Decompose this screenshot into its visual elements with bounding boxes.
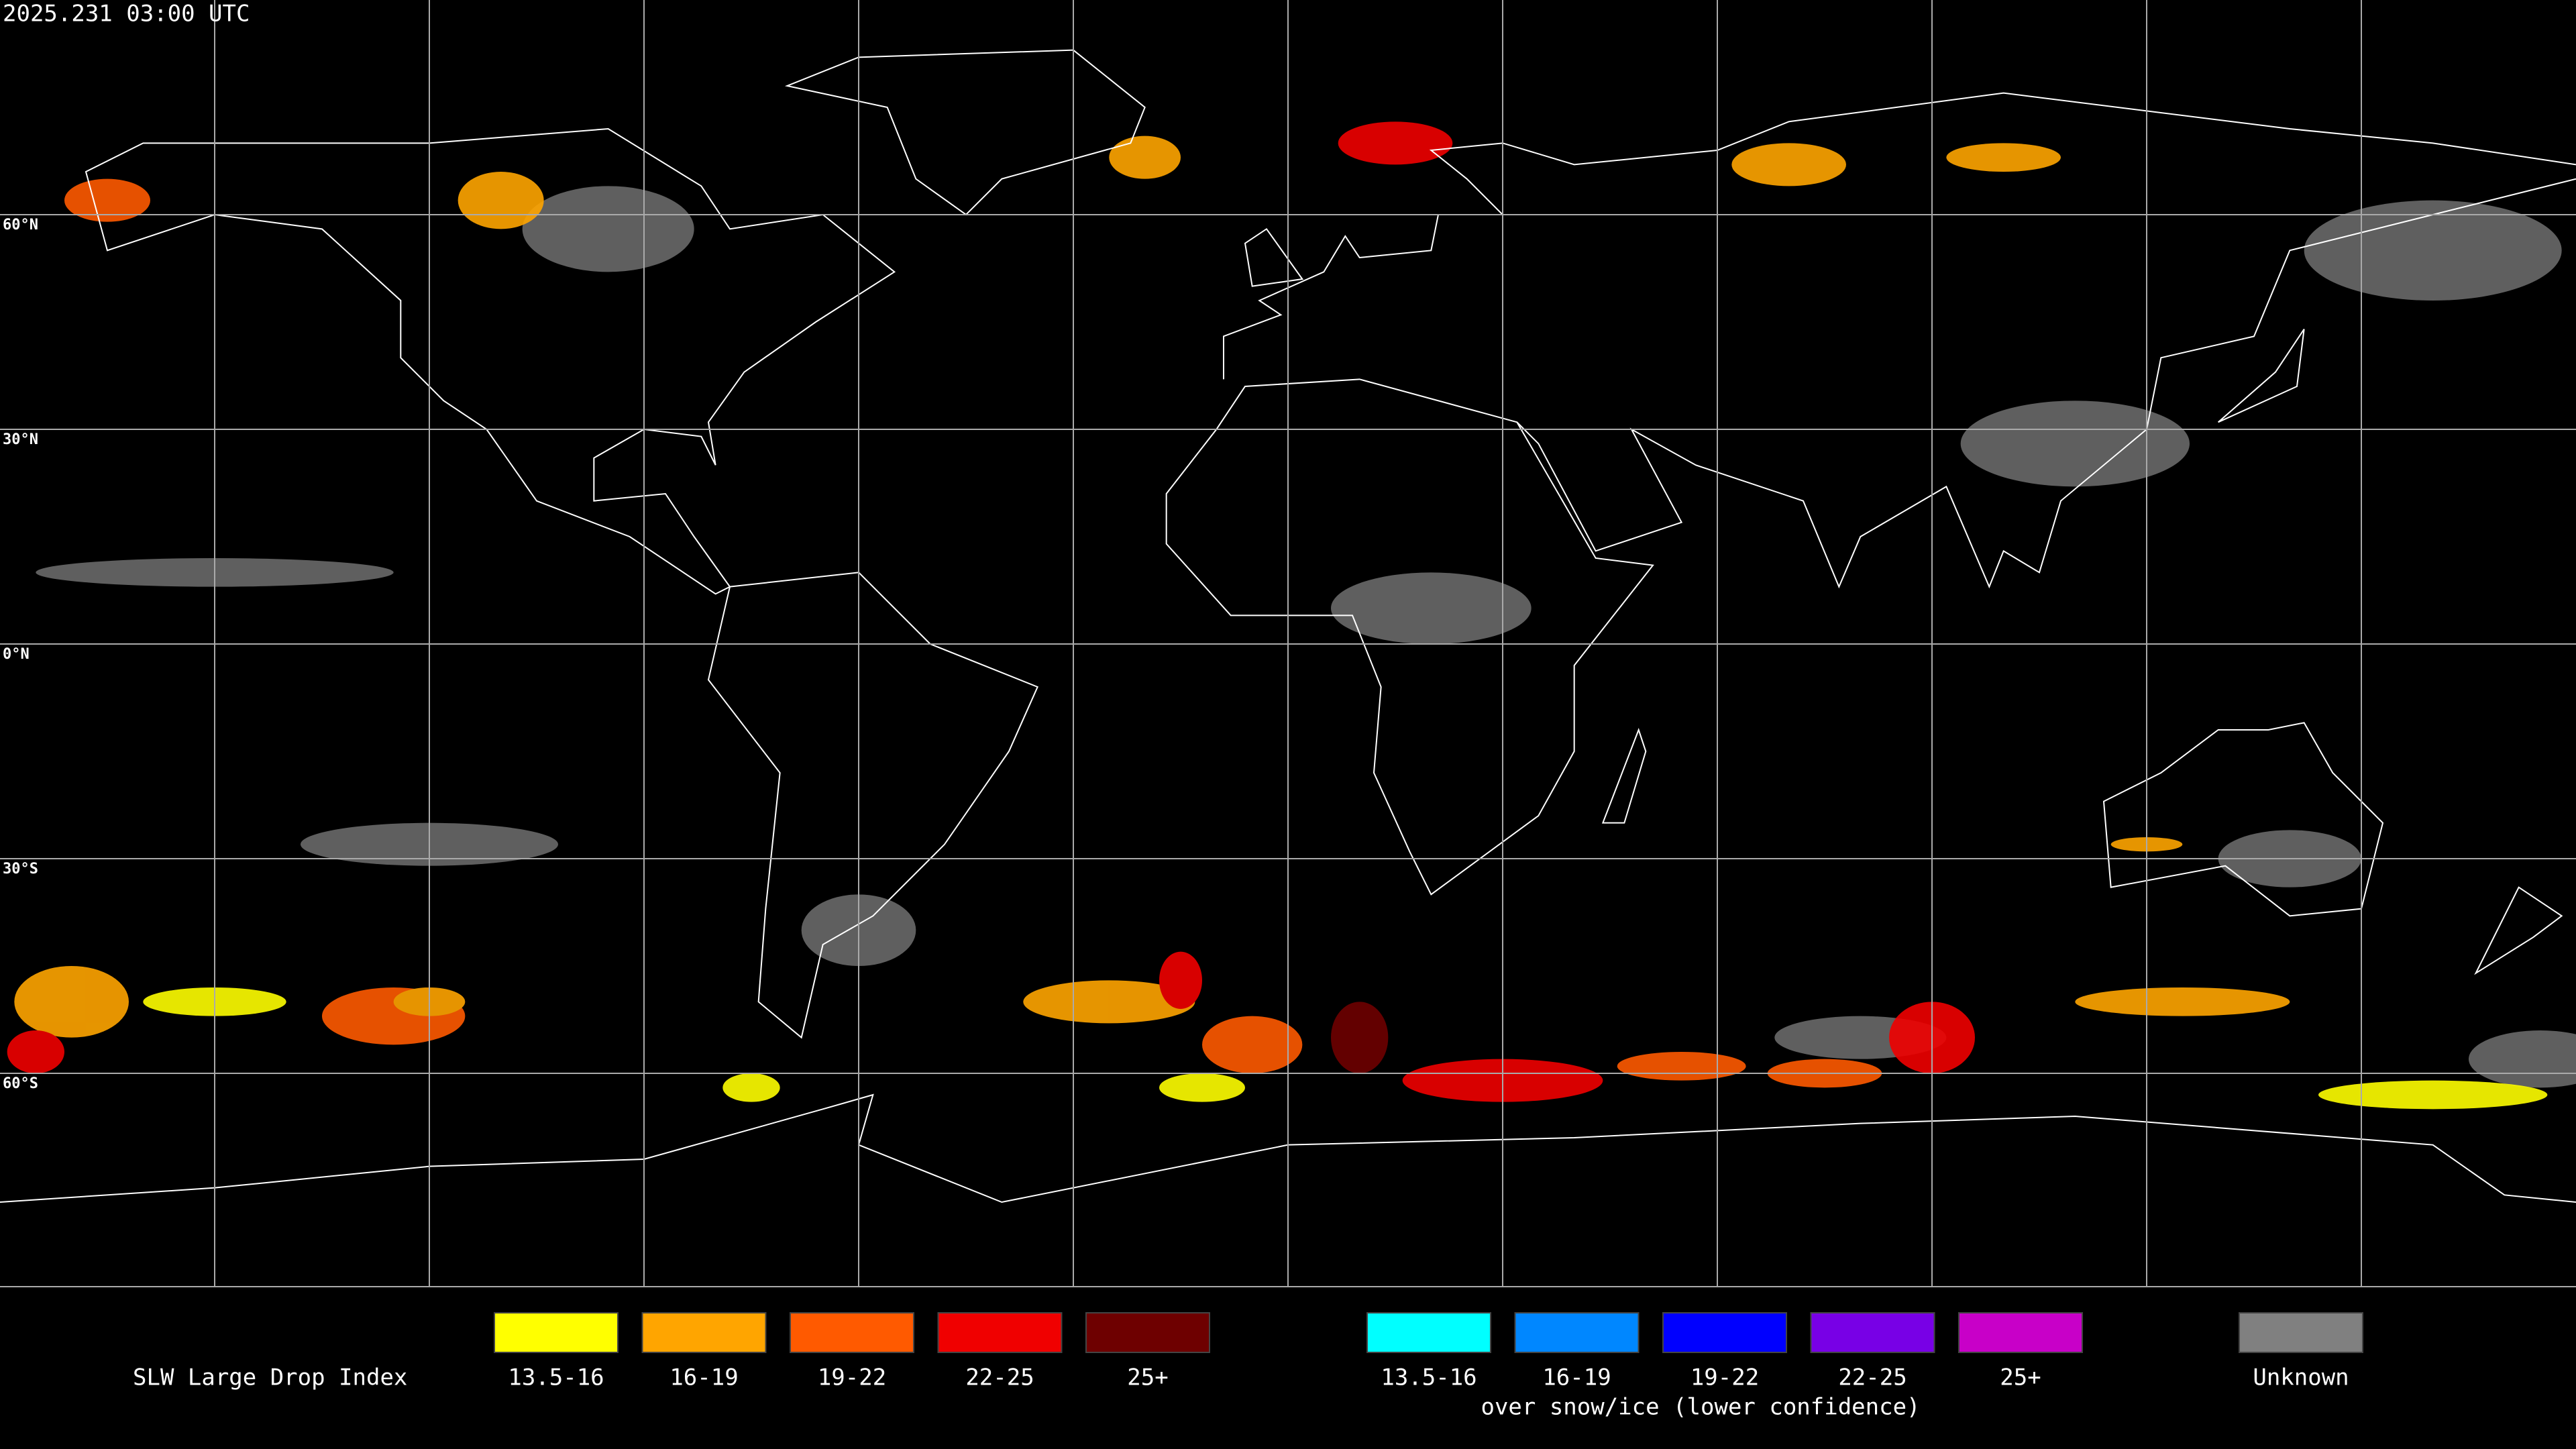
legend-label: 13.5-16 xyxy=(1381,1364,1477,1391)
legend-swatch xyxy=(790,1312,914,1353)
coastlines xyxy=(0,50,2576,1202)
legend-swatch xyxy=(1810,1312,1935,1353)
legend-title: SLW Large Drop Index xyxy=(133,1364,407,1391)
cloud-imagery xyxy=(7,121,2576,1110)
legend-label: 19-22 xyxy=(1690,1364,1759,1391)
legend-label: 22-25 xyxy=(965,1364,1034,1391)
latitude-label: 60°S xyxy=(3,1075,38,1092)
legend-label: 25+ xyxy=(2000,1364,2041,1391)
legend: SLW Large Drop Index over snow/ice (lowe… xyxy=(133,1312,2363,1421)
timestamp: 2025.231 03:00 UTC xyxy=(3,1,250,28)
legend-swatch xyxy=(1085,1312,1210,1353)
legend-swatch xyxy=(2239,1312,2363,1353)
legend-label: 19-22 xyxy=(818,1364,886,1391)
legend-swatch xyxy=(641,1312,767,1353)
legend-swatch xyxy=(1662,1312,1787,1353)
legend-swatch xyxy=(1366,1312,1491,1353)
latitude-label: 60°N xyxy=(3,217,38,233)
legend-label: Unknown xyxy=(2253,1364,2349,1391)
legend-swatch xyxy=(1958,1312,2083,1353)
latitude-label: 30°S xyxy=(3,861,38,877)
legend-label: 16-19 xyxy=(669,1364,738,1391)
legend-label: 25+ xyxy=(1127,1364,1168,1391)
map: 60°N 30°N 0°N 30°S 60°S xyxy=(0,0,2576,1287)
legend-swatch xyxy=(937,1312,1063,1353)
legend-note: over snow/ice (lower confidence) xyxy=(1481,1394,1920,1421)
legend-swatch xyxy=(494,1312,619,1353)
legend-label: 16-19 xyxy=(1542,1364,1611,1391)
legend-label: 22-25 xyxy=(1838,1364,1907,1391)
legend-label: 13.5-16 xyxy=(508,1364,604,1391)
legend-swatch xyxy=(1514,1312,1640,1353)
latitude-label: 30°N xyxy=(3,431,38,448)
graticule: 60°N 30°N 0°N 30°S 60°S xyxy=(0,0,2576,1287)
latitude-label: 0°N xyxy=(3,646,30,663)
